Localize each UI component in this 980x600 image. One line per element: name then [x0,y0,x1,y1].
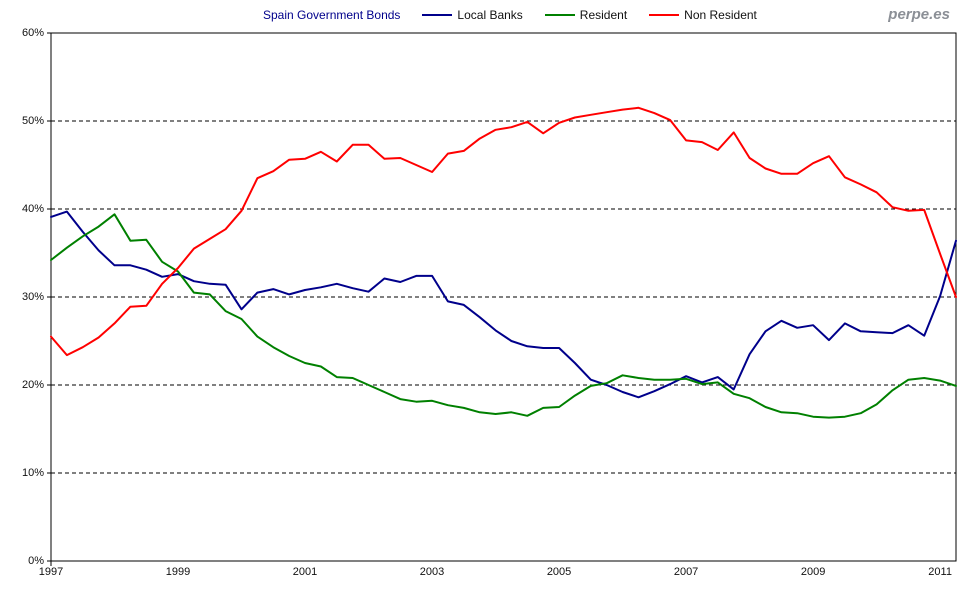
x-tick-label: 2005 [546,566,572,578]
legend-item-non-resident: Non Resident [649,8,757,22]
legend-line-swatch-resident [544,14,575,16]
watermark-logo: perpe.es [888,6,950,23]
legend-label-non-resident: Non Resident [684,8,757,22]
chart-header: Spain Government Bonds Local Banks Resid… [263,8,757,22]
y-tick-label: 20% [21,378,44,391]
x-tick-label: 2007 [673,566,699,578]
y-tick-label: 60% [21,26,44,39]
y-tick-label: 40% [21,202,44,215]
y-tick-label: 30% [21,290,44,303]
legend-label-local-banks: Local Banks [457,8,523,22]
y-tick-label: 50% [21,114,44,127]
legend-line-swatch-local-banks [422,14,453,16]
x-tick-label: 2001 [292,566,318,578]
x-tick-label: 2003 [419,566,445,578]
x-tick-label: 1997 [38,566,64,578]
y-tick-label: 10% [21,466,44,479]
legend-label-resident: Resident [579,8,628,22]
y-tick-label: 0% [28,554,44,567]
legend-item-resident: Resident [544,8,628,22]
x-tick-label: 2011 [928,566,952,578]
legend-item-local-banks: Local Banks [422,8,523,22]
x-tick-label: 1999 [165,566,191,578]
x-tick-label: 2009 [800,566,826,578]
legend-line-swatch-non-resident [649,14,680,16]
chart-title: Spain Government Bonds [263,8,401,22]
